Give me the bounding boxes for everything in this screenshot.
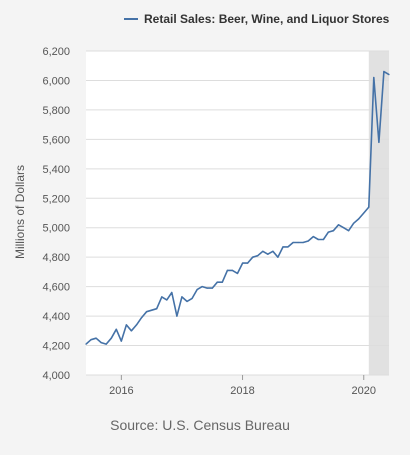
- data-point: [383, 71, 385, 73]
- data-point: [272, 250, 274, 252]
- y-tick-label: 4,000: [42, 370, 70, 382]
- data-point: [135, 324, 138, 326]
- data-point: [353, 222, 355, 224]
- data-point: [156, 308, 158, 310]
- data-point: [257, 255, 259, 257]
- data-point: [252, 256, 254, 258]
- data-point: [226, 269, 228, 271]
- data-point: [317, 238, 319, 241]
- y-axis-title: Millions of Dollars: [13, 165, 27, 259]
- data-point: [201, 286, 203, 288]
- data-point: [236, 272, 239, 274]
- y-tick-label: 5,600: [42, 134, 70, 146]
- data-point: [302, 241, 304, 244]
- data-point: [282, 246, 284, 248]
- data-point: [388, 74, 390, 76]
- data-point: [262, 250, 264, 252]
- data-point: [358, 218, 360, 220]
- y-tick-label: 4,600: [42, 282, 70, 294]
- data-point: [105, 343, 107, 345]
- data-point: [327, 231, 329, 233]
- data-point: [307, 240, 309, 242]
- data-point: [206, 287, 208, 289]
- shaded-period: [368, 51, 389, 375]
- data-point: [186, 300, 188, 302]
- y-tick-label: 5,800: [42, 105, 70, 117]
- data-point: [171, 291, 173, 294]
- data-point: [191, 297, 193, 299]
- data-point: [322, 238, 324, 241]
- data-point: [363, 212, 365, 214]
- data-point: [141, 317, 143, 319]
- data-point: [277, 256, 279, 258]
- data-point: [85, 343, 87, 345]
- data-point: [110, 337, 112, 339]
- series-lines: [85, 70, 390, 345]
- data-point: [312, 236, 314, 238]
- data-point: [120, 340, 122, 342]
- data-point: [125, 324, 127, 326]
- y-tick-label: 4,400: [42, 311, 70, 323]
- data-point: [297, 241, 299, 244]
- source-label: Source: U.S. Census Bureau: [110, 417, 290, 433]
- x-tick-label: 2018: [230, 385, 254, 397]
- data-point: [161, 296, 163, 298]
- x-axis-tick-labels: 2016 2018 2020: [109, 375, 376, 397]
- data-point: [181, 296, 183, 298]
- data-point: [100, 342, 102, 344]
- data-point: [216, 281, 218, 283]
- data-point: [151, 309, 153, 311]
- data-point: [95, 337, 97, 339]
- plot-background: [86, 51, 389, 375]
- x-tick-label: 2020: [352, 385, 376, 397]
- data-point: [90, 339, 92, 341]
- data-point: [373, 76, 375, 79]
- gridlines: [86, 50, 389, 376]
- data-point: [267, 253, 269, 255]
- data-point: [115, 328, 117, 330]
- data-point: [378, 141, 380, 143]
- data-point: [348, 230, 350, 232]
- y-tick-label: 4,200: [42, 341, 70, 353]
- data-point: [176, 315, 178, 317]
- data-point: [242, 262, 244, 264]
- data-point: [247, 262, 249, 264]
- data-point: [221, 281, 223, 283]
- y-tick-label: 6,000: [42, 75, 70, 87]
- x-tick-label: 2016: [109, 385, 133, 397]
- data-point: [332, 230, 334, 232]
- y-tick-label: 4,800: [42, 252, 70, 264]
- data-point: [146, 311, 148, 313]
- y-tick-label: 6,200: [42, 46, 70, 58]
- y-tick-label: 5,400: [42, 164, 70, 176]
- data-point: [231, 269, 233, 271]
- legend[interactable]: Retail Sales: Beer, Wine, and Liquor Sto…: [124, 12, 390, 26]
- data-point: [337, 224, 340, 226]
- legend-label: Retail Sales: Beer, Wine, and Liquor Sto…: [144, 12, 390, 26]
- data-point: [130, 330, 132, 332]
- data-point: [292, 241, 294, 244]
- data-point: [166, 299, 168, 301]
- recession-shading: [368, 51, 389, 375]
- data-point: [211, 287, 213, 289]
- y-tick-label: 5,200: [42, 193, 70, 205]
- plot-area: [86, 51, 389, 375]
- data-point: [368, 206, 370, 208]
- data-point: [343, 227, 345, 229]
- data-point: [287, 246, 289, 248]
- y-tick-label: 5,000: [42, 223, 70, 235]
- y-axis-tick-labels: 4,000 4,200 4,400 4,600 4,800 5,000 5,200 5,400…: [42, 46, 70, 382]
- data-point: [196, 289, 198, 291]
